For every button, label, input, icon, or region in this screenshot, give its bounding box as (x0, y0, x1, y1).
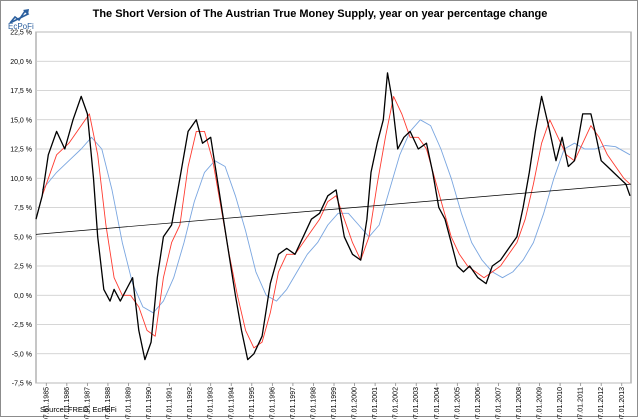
axis-layer: -7,5 % -5,0 % -2,5 % 0,0 % 2,5 % 5,0 % 7,5 % 10… (10, 30, 626, 419)
source-note: Source: FRED, EcPoFi (40, 405, 117, 414)
y-tick-label: 15,0 % (10, 117, 32, 124)
y-tick-label: 20,0 % (10, 59, 32, 66)
x-tick-label: 07.01.1998 (310, 387, 317, 419)
x-tick-label: 07.01.1990 (146, 387, 153, 419)
x-tick-label: 07.01.1994 (228, 387, 235, 419)
y-tick-label: 12,5 % (10, 147, 32, 154)
series-line-moving-average-12m (41, 119, 631, 314)
x-tick-label: 07.01.2008 (516, 387, 523, 419)
series-layer (35, 72, 632, 361)
series-line-money-supply (35, 72, 631, 361)
y-tick-label: 5,0 % (14, 234, 32, 241)
x-tick-label: 07.01.1996 (269, 387, 276, 419)
x-tick-label: 07.01.1989 (125, 387, 132, 419)
x-tick-label: 07.01.2007 (495, 387, 502, 419)
x-tick-label: 07.01.2009 (537, 387, 544, 419)
x-tick-label: 07.01.2006 (475, 387, 482, 419)
chart-title: The Short Version of The Austrian True M… (92, 8, 548, 20)
x-tick-label: 07.01.2002 (393, 387, 400, 419)
x-tick-label: 07.01.2001 (372, 387, 379, 419)
logo-text: EcPoFi (8, 22, 34, 31)
x-tick-label: 07.01.1992 (187, 387, 194, 419)
series-line-trend (35, 183, 632, 235)
x-tick-label: 07.01.2013 (619, 387, 626, 419)
x-tick-label: 07.01.1999 (331, 387, 338, 419)
y-tick-label: 17,5 % (10, 88, 32, 95)
x-tick-label: 07.01.2010 (557, 387, 564, 419)
x-tick-label: 07.01.2005 (454, 387, 461, 419)
y-tick-label: 22,5 % (10, 30, 32, 37)
x-tick-label: 07.01.2004 (434, 387, 441, 419)
y-tick-label: 10,0 % (10, 176, 32, 183)
ecpofi-logo (9, 9, 30, 24)
x-tick-label: 07.01.1987 (84, 387, 91, 419)
x-tick-label: 07.01.1988 (105, 387, 112, 419)
y-tick-label: 0,0 % (14, 293, 32, 300)
x-tick-label: 07.01.1986 (64, 387, 71, 419)
x-tick-label: 07.01.2003 (413, 387, 420, 419)
x-tick-label: 07.01.1997 (290, 387, 297, 419)
y-tick-label: 2,5 % (14, 264, 32, 271)
y-tick-label: 7,5 % (14, 205, 32, 212)
x-tick-label: 07.01.1985 (43, 387, 50, 419)
y-tick-label: -7,5 % (12, 381, 32, 388)
x-tick-label: 07.01.2012 (598, 387, 605, 419)
x-tick-label: 07.01.1993 (208, 387, 215, 419)
x-tick-label: 07.01.2011 (578, 387, 585, 419)
x-tick-label: 07.01.2000 (352, 387, 359, 419)
x-tick-label: 07.01.1995 (249, 387, 256, 419)
y-tick-label: -5,0 % (12, 351, 32, 358)
y-tick-label: -2,5 % (12, 322, 32, 329)
grid-layer (35, 31, 632, 384)
x-tick-label: 07.01.1991 (167, 387, 174, 419)
